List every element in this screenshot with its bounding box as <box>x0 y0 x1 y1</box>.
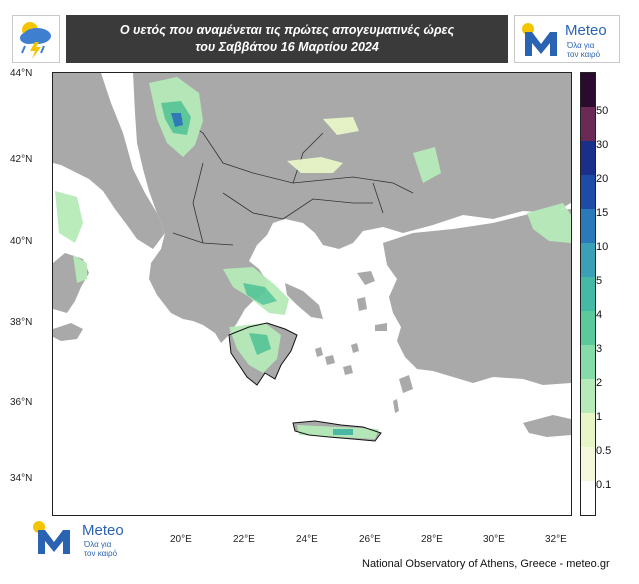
legend-label-15: 15 <box>596 207 609 219</box>
rain-patch-peloponnese-core <box>249 333 271 355</box>
chios-land <box>357 297 367 311</box>
map-title: Ο υετός που αναμένεται τις πρώτες απογευ… <box>66 15 508 63</box>
legend-label-20: 20 <box>596 173 609 185</box>
precipitation-legend <box>580 72 596 516</box>
weather-storm-icon <box>12 15 60 63</box>
legend-swatch <box>581 73 595 107</box>
country-borders <box>172 112 414 246</box>
title-line-2: του Σαββάτου 16 Μαρτίου 2024 <box>195 40 379 54</box>
lon-label-22: 22°E <box>233 534 255 545</box>
cyprus-land <box>523 415 571 437</box>
turkey-land <box>383 209 571 385</box>
rhodes-land <box>399 375 413 393</box>
evia-land <box>285 283 323 319</box>
meteo-m-logo-icon <box>33 521 70 554</box>
lon-label-28: 28°E <box>421 534 443 545</box>
coastline <box>228 322 382 442</box>
lon-label-24: 24°E <box>296 534 318 545</box>
rain-patch-bulgaria <box>287 157 343 173</box>
samos-land <box>375 323 387 331</box>
lat-label-34: 34°N <box>10 473 33 484</box>
legend-swatch <box>581 311 595 345</box>
lon-label-20: 20°E <box>170 534 192 545</box>
legend-swatch <box>581 413 595 447</box>
rain-patch-italy-south <box>73 255 87 283</box>
brand-name-bottom: Meteo <box>82 522 124 539</box>
rain-patch-turkey-north <box>413 147 441 183</box>
map-canvas <box>53 73 571 442</box>
legend-swatch <box>581 481 595 515</box>
title-line-1: Ο υετός που αναμένεται τις πρώτες απογευ… <box>119 23 455 37</box>
legend-label-4: 4 <box>596 309 603 321</box>
brand-slogan-bottom: Όλα για τον καιρό <box>84 540 118 558</box>
legend-swatch <box>581 209 595 243</box>
lon-label-30: 30°E <box>483 534 505 545</box>
rain-patch-crete-core <box>333 429 353 435</box>
lesvos-land <box>357 271 375 285</box>
legend-swatch <box>581 107 595 141</box>
legend-label-5: 5 <box>596 275 603 287</box>
legend-label-3: 3 <box>596 343 603 355</box>
legend-label-0-1: 0.1 <box>596 479 612 491</box>
brand-slogan: Όλα για τον καιρό <box>567 41 601 59</box>
sicily-land <box>53 323 83 341</box>
footer-credit: National Observatory of Athens, Greece -… <box>362 558 610 570</box>
lat-label-38: 38°N <box>10 317 33 328</box>
legend-label-0-5: 0.5 <box>596 445 612 457</box>
legend-label-30: 30 <box>596 139 609 151</box>
rain-patch-italy-north <box>55 191 83 243</box>
legend-swatch <box>581 379 595 413</box>
rain-patch-romania <box>323 117 359 135</box>
legend-swatch <box>581 175 595 209</box>
brand-name: Meteo <box>565 22 607 39</box>
italy-land <box>53 73 165 249</box>
legend-swatch <box>581 345 595 379</box>
lon-label-26: 26°E <box>359 534 381 545</box>
lat-label-42: 42°N <box>10 154 33 165</box>
precipitation-map <box>52 72 572 516</box>
legend-swatch <box>581 141 595 175</box>
meteo-logo-bottom: Meteo Όλα για τον καιρό <box>30 518 140 558</box>
lat-label-40: 40°N <box>10 236 33 247</box>
lat-label-44: 44°N <box>10 68 33 79</box>
rain-patch-montenegro-peak <box>171 113 183 127</box>
legend-swatch <box>581 277 595 311</box>
meteo-logo-top: Meteo Όλα για τον καιρό <box>514 15 620 63</box>
rain-patch-greece-west-core <box>243 283 277 305</box>
legend-swatch <box>581 447 595 481</box>
cyclades-land <box>315 343 359 375</box>
lon-label-32: 32°E <box>545 534 567 545</box>
legend-swatch <box>581 243 595 277</box>
legend-label-10: 10 <box>596 241 609 253</box>
legend-label-2: 2 <box>596 377 603 389</box>
meteo-m-logo-icon <box>522 23 557 56</box>
lat-label-36: 36°N <box>10 397 33 408</box>
karpathos-land <box>393 399 399 413</box>
legend-label-1: 1 <box>596 411 603 423</box>
rain-patch-turkey-east <box>527 203 571 243</box>
legend-label-50: 50 <box>596 105 609 117</box>
